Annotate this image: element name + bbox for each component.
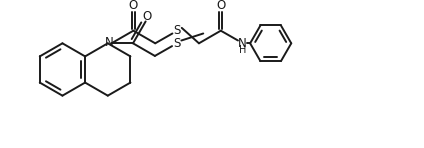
Text: S: S [173,24,181,37]
Text: O: O [142,10,151,23]
Text: O: O [129,0,138,12]
Text: N: N [238,37,247,50]
Text: O: O [216,0,226,12]
Text: H: H [239,45,246,55]
Text: N: N [105,36,114,49]
Text: S: S [173,37,181,50]
